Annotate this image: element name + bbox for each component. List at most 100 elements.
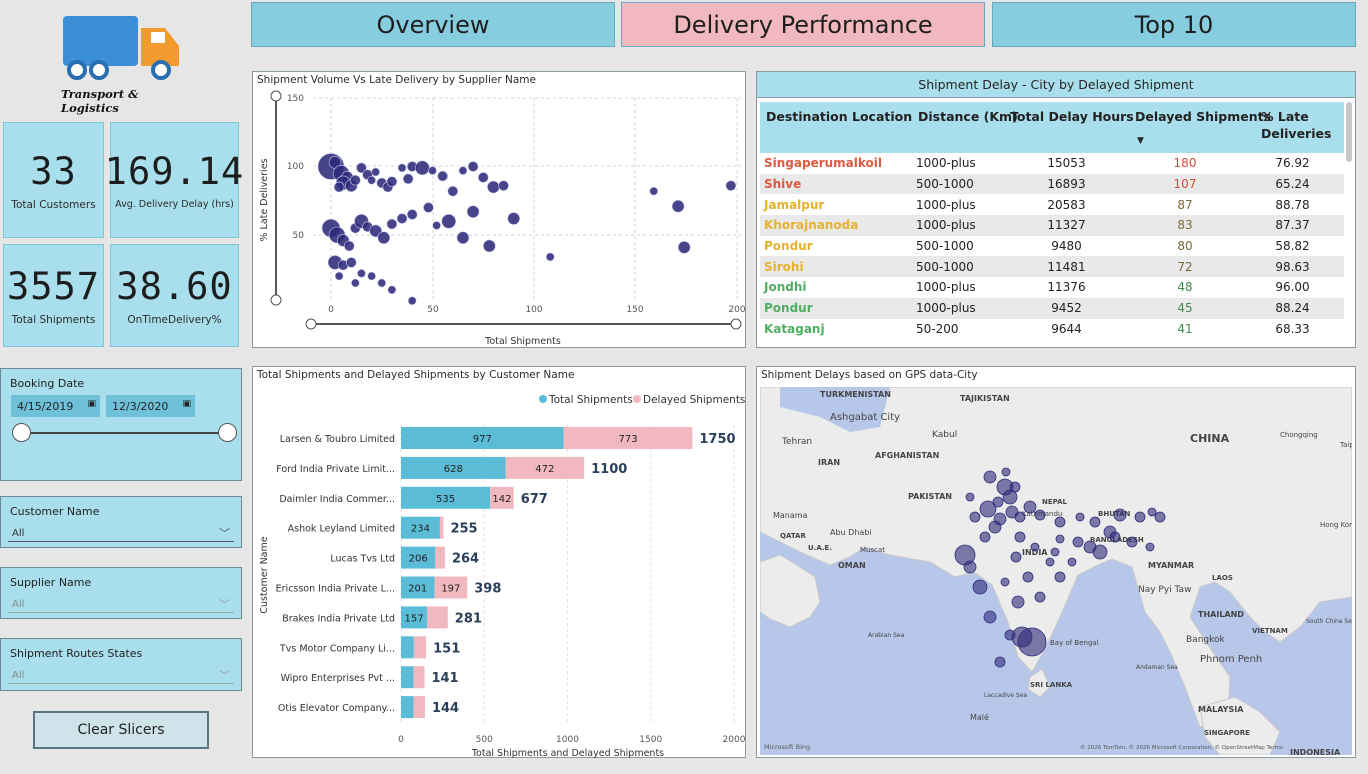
scatter-point[interactable] xyxy=(498,180,509,191)
city-bubble[interactable] xyxy=(1034,509,1046,521)
city-bubble[interactable] xyxy=(983,610,997,624)
bar-total-shipments[interactable] xyxy=(401,696,414,719)
bar-delayed-shipments[interactable] xyxy=(435,546,445,569)
scatter-point[interactable] xyxy=(343,240,355,252)
city-bubble[interactable] xyxy=(1055,534,1065,544)
city-bubble[interactable] xyxy=(963,560,977,574)
table-row[interactable]: Jondhi 1000-plus 11376 48 96.00 xyxy=(760,277,1344,298)
scatter-point[interactable] xyxy=(725,180,737,191)
bar-total-shipments[interactable] xyxy=(401,516,440,539)
bar-total-shipments[interactable] xyxy=(401,666,414,689)
scatter-point[interactable] xyxy=(402,173,414,185)
city-bubble[interactable] xyxy=(972,579,988,595)
scatter-point[interactable] xyxy=(441,214,457,229)
scatter-point[interactable] xyxy=(406,209,418,220)
scatter-point[interactable] xyxy=(447,185,459,197)
gps-map[interactable]: TURKMENISTAN TAJIKISTAN Ashgabat City Kabul… xyxy=(760,387,1352,755)
scatter-point[interactable] xyxy=(377,278,387,288)
date-range-start-handle[interactable] xyxy=(12,423,31,442)
x-zoom-handle-left[interactable] xyxy=(305,318,317,330)
city-bubble[interactable] xyxy=(1067,557,1077,567)
city-bubble[interactable] xyxy=(994,656,1006,668)
tab-top-10[interactable]: Top 10 xyxy=(992,2,1356,47)
city-bubble[interactable] xyxy=(1034,591,1046,603)
scatter-point[interactable] xyxy=(507,212,521,225)
x-zoom-handle-right[interactable] xyxy=(730,318,742,330)
city-bubble[interactable] xyxy=(1004,629,1016,641)
bar-delayed-shipments[interactable] xyxy=(434,576,468,599)
scatter-point[interactable] xyxy=(367,175,376,185)
tab-overview[interactable]: Overview xyxy=(251,2,615,47)
scatter-point[interactable] xyxy=(487,180,500,194)
bar-total-shipments[interactable] xyxy=(401,546,436,569)
city-bubble[interactable] xyxy=(969,511,981,523)
end-date-input[interactable]: 12/3/2020 ▣ xyxy=(106,395,195,417)
city-bubble[interactable] xyxy=(983,470,997,484)
col-header-destination[interactable]: Destination Location xyxy=(766,109,913,124)
bar-delayed-shipments[interactable] xyxy=(505,456,585,479)
bar-delayed-shipments[interactable] xyxy=(413,696,425,719)
city-bubble[interactable] xyxy=(1022,571,1034,583)
scatter-point[interactable] xyxy=(415,160,430,176)
scatter-point[interactable] xyxy=(458,166,468,175)
bar-delayed-shipments[interactable] xyxy=(439,516,444,539)
city-bubble[interactable] xyxy=(992,496,1004,508)
scatter-point[interactable] xyxy=(423,202,434,213)
city-bubble[interactable] xyxy=(1113,508,1127,522)
table-row[interactable]: Singaperumalkoil 1000-plus 15053 180 76.92 xyxy=(760,153,1344,174)
scatter-point[interactable] xyxy=(386,218,398,230)
bar-total-shipments[interactable] xyxy=(401,636,414,659)
table-row[interactable]: Khorajnanoda 1000-plus 11327 83 87.37 xyxy=(760,215,1344,236)
scatter-point[interactable] xyxy=(467,161,479,172)
date-range-end-handle[interactable] xyxy=(218,423,237,442)
bar-total-shipments[interactable] xyxy=(401,427,564,449)
scatter-point[interactable] xyxy=(397,163,407,173)
city-bubble[interactable] xyxy=(1023,500,1037,514)
city-bubble[interactable] xyxy=(1000,577,1010,587)
scatter-point[interactable] xyxy=(428,166,437,175)
bar-total-shipments[interactable] xyxy=(401,606,428,629)
city-bubble[interactable] xyxy=(1145,542,1155,552)
calendar-icon[interactable]: ▣ xyxy=(87,399,96,409)
bar-total-shipments[interactable] xyxy=(401,576,435,599)
table-row[interactable]: Shive 500-1000 16893 107 65.24 xyxy=(760,173,1344,195)
scatter-point[interactable] xyxy=(466,205,480,219)
bar-delayed-shipments[interactable] xyxy=(563,427,693,449)
city-bubble[interactable] xyxy=(1072,536,1084,548)
city-bubble[interactable] xyxy=(1017,627,1047,657)
scatter-point[interactable] xyxy=(346,257,357,268)
scatter-point[interactable] xyxy=(386,176,398,187)
table-row[interactable]: Pondur 1000-plus 9452 45 88.24 xyxy=(760,297,1344,319)
city-bubble[interactable] xyxy=(988,520,1002,534)
scatter-point[interactable] xyxy=(357,269,366,278)
city-bubble[interactable] xyxy=(965,492,975,502)
table-row[interactable]: Pondur 500-1000 9480 80 58.82 xyxy=(760,236,1344,257)
scatter-point[interactable] xyxy=(671,199,685,213)
city-bubble[interactable] xyxy=(1050,547,1060,557)
scatter-point[interactable] xyxy=(350,174,361,186)
scatter-point[interactable] xyxy=(407,296,417,306)
scatter-point[interactable] xyxy=(437,170,448,182)
sort-desc-icon[interactable]: ▼ xyxy=(1137,136,1144,146)
city-bubble[interactable] xyxy=(1075,512,1085,522)
calendar-icon[interactable]: ▣ xyxy=(182,399,191,409)
city-bubble[interactable] xyxy=(1030,542,1040,552)
scatter-point[interactable] xyxy=(369,224,382,238)
city-bubble[interactable] xyxy=(1089,516,1101,528)
city-bubble[interactable] xyxy=(1109,531,1121,543)
scatter-point[interactable] xyxy=(356,162,367,174)
supplier-name-dropdown[interactable]: All ﹀ xyxy=(8,594,234,613)
y-zoom-handle-bottom[interactable] xyxy=(270,294,282,306)
table-row[interactable]: Kataganj 50-200 9644 41 68.33 xyxy=(760,319,1344,340)
scatter-point[interactable] xyxy=(396,213,408,224)
scatter-point[interactable] xyxy=(483,239,496,253)
bar-delayed-shipments[interactable] xyxy=(413,666,425,689)
col-header-late-deliveries[interactable]: % Late Deliveries xyxy=(1261,109,1332,141)
city-bubble[interactable] xyxy=(1054,516,1066,528)
city-bubble[interactable] xyxy=(1134,511,1146,523)
scatter-point[interactable] xyxy=(367,271,376,281)
scatter-point[interactable] xyxy=(377,231,391,245)
y-zoom-handle-top[interactable] xyxy=(270,90,282,102)
city-bubble[interactable] xyxy=(979,531,991,543)
scatter-point[interactable] xyxy=(387,285,397,295)
